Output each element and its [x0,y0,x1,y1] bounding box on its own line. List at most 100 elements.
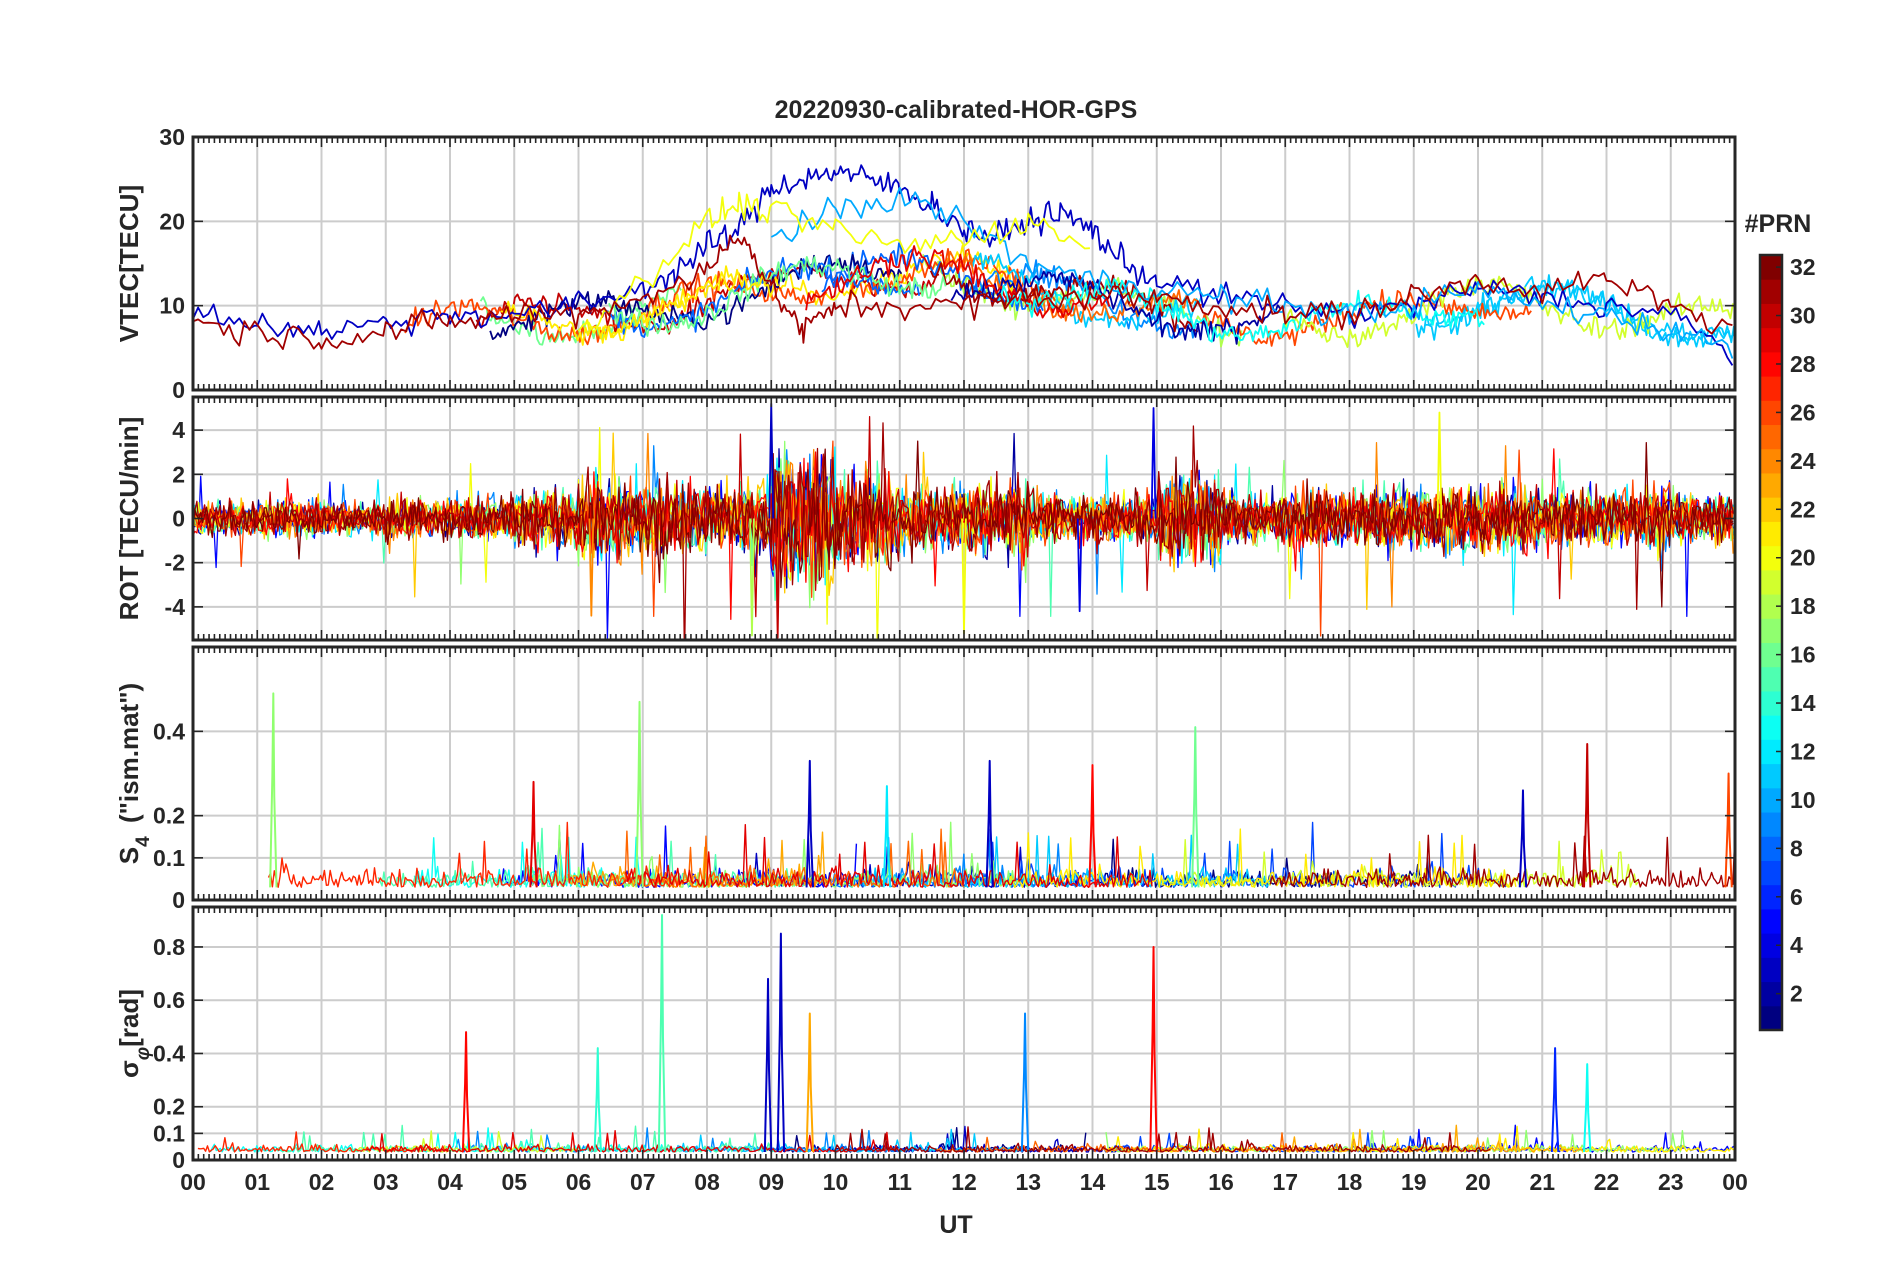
series-line [833,1126,1491,1153]
tick-marks [192,647,1736,901]
y-tick-label: 0 [172,377,185,403]
x-tick-label: 03 [373,1169,399,1195]
y-tick-label: -4 [165,594,186,620]
x-tick-label: 02 [309,1169,335,1195]
spike-mark [805,1012,815,1153]
x-tick-label: 14 [1080,1169,1106,1195]
colorbar-tick-label: 16 [1790,642,1816,668]
x-tick-label: 08 [694,1169,720,1195]
series-line [805,245,1111,319]
x-tick-label: 12 [951,1169,977,1195]
series-line [607,828,965,888]
y-tick-label: 0.6 [153,987,185,1013]
spike-mark [774,518,781,639]
x-tick-label: 06 [566,1169,592,1195]
colorbar-segment [1760,715,1782,740]
y-tick-label: 0.4 [153,1040,185,1066]
y-tick-label: 0.2 [153,1094,185,1120]
colorbar-segment [1760,448,1782,474]
x-tick-label: 21 [1529,1169,1555,1195]
x-tick-label: 22 [1594,1169,1620,1195]
series-line [770,186,1734,359]
colorbar-tick-label: 8 [1790,835,1803,861]
colorbar-tick-label: 14 [1790,690,1816,716]
spike-mark [776,932,786,1153]
y-tick-label: 30 [159,124,185,150]
series-line [193,234,1733,351]
colorbar-segment [1760,908,1782,934]
figure-title: 20220930-calibrated-HOR-GPS [775,96,1138,124]
y-tick-label: 4 [172,417,185,443]
y-axis-label: VTEC[TECU] [114,185,144,342]
colorbar-segment [1760,545,1782,571]
x-tick-label: 04 [437,1169,463,1195]
spike-mark [461,1031,471,1153]
series-line [377,827,807,888]
spike-mark [1724,772,1733,888]
spike-mark [1583,742,1592,888]
y-tick-label: 0 [172,887,185,913]
data-lines [197,913,1735,1153]
colorbar-segment [1760,521,1782,547]
colorbar-segment [1760,279,1782,304]
spike-mark [763,977,773,1153]
y-tick-label: 0 [172,1147,185,1173]
colorbar-segment [1760,618,1782,643]
spike-mark [1020,1012,1030,1153]
series-line [950,269,1284,345]
x-tick-label: 19 [1401,1169,1427,1195]
spike-mark [657,913,667,1153]
spike-mark [805,759,815,888]
x-tick-label: 05 [501,1169,527,1195]
x-tick-label: 23 [1658,1169,1684,1195]
spike-mark [269,692,278,888]
colorbar-segment [1760,642,1782,668]
colorbar-segment [1760,981,1782,1007]
spike-mark [635,700,644,888]
y-axis-label: σφ[rad] [114,989,154,1078]
x-tick-label: 00 [180,1169,206,1195]
y-axis-label: S4 ("ism.mat") [114,683,154,864]
panel-s4: 0 0.1 0.2 0.4S4 ("ism.mat") [114,645,1737,913]
x-tick-label: 07 [630,1169,656,1195]
series-line [608,255,947,337]
colorbar-tick-label: 26 [1790,399,1816,425]
colorbar-segment [1760,351,1782,377]
colorbar-segment [1760,497,1782,522]
x-tick-label: 00 [1722,1169,1748,1195]
spike-mark [1088,764,1097,888]
x-tick-label: 16 [1208,1169,1234,1195]
colorbar-tick-label: 28 [1790,351,1816,377]
spike-mark [1550,1047,1560,1153]
spike-mark [1583,1063,1592,1153]
colorbar-tick-label: 22 [1790,496,1816,522]
x-tick-label: 15 [1144,1169,1170,1195]
y-tick-label: 0.2 [153,803,185,829]
spike-mark [1076,518,1083,613]
data-lines [193,164,1735,366]
spike-mark [529,780,538,888]
x-tick-label: 17 [1272,1169,1298,1195]
colorbar-tick-label: 32 [1790,254,1816,280]
colorbar-tick-label: 20 [1790,545,1816,571]
colorbar-segment [1760,884,1782,910]
grid-lines [193,907,1735,1160]
series-line [1269,834,1735,888]
colorbar-segment [1760,424,1782,450]
series-line [193,440,1734,608]
series-line [625,824,1153,888]
x-tick-label: 20 [1465,1169,1491,1195]
panel-rot: -4 -2 0 2 4 ROT [TECU/min] [114,395,1737,642]
colorbar-segment [1760,255,1782,280]
y-tick-label: 0.1 [153,1120,185,1146]
data-lines [193,402,1734,640]
series-line [197,1131,450,1153]
x-axis-label: UT [939,1211,972,1239]
colorbar-segment [1760,400,1782,426]
series-line [1415,275,1735,348]
series-line [193,164,1734,366]
colorbar-tick-label: 30 [1790,303,1816,329]
tick-marks [192,397,1736,640]
colorbar-segment [1760,569,1782,595]
colorbar-segment [1760,860,1782,886]
